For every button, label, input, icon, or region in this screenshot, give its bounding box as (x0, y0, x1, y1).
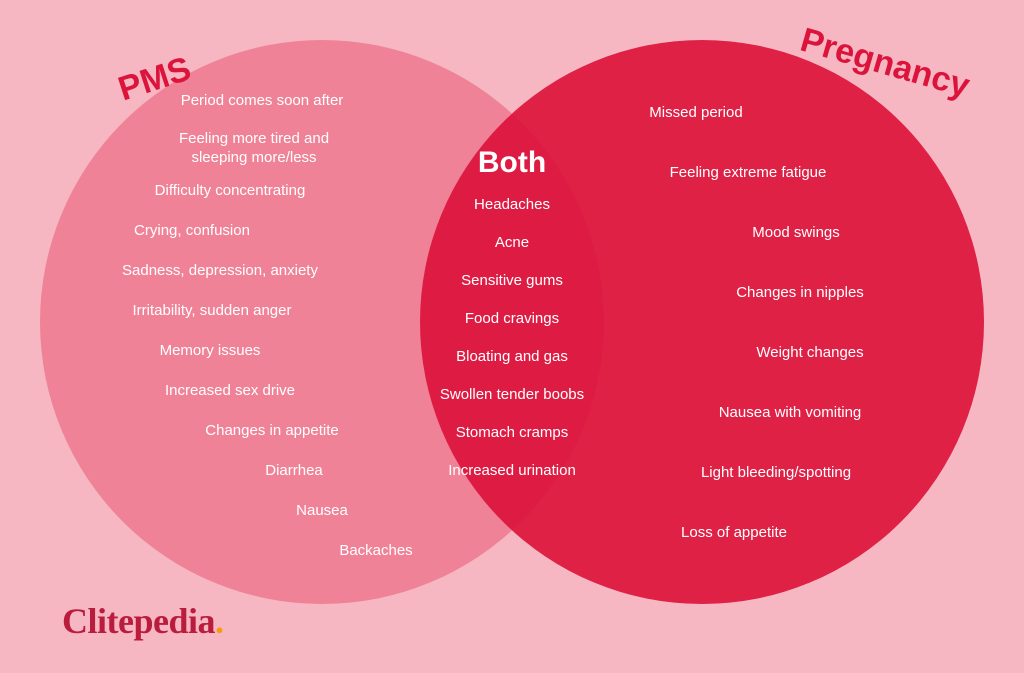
venn-left-item: Irritability, sudden anger (133, 302, 292, 321)
venn-right-item: Light bleeding/spotting (701, 464, 851, 483)
venn-center-item: Swollen tender boobs (440, 386, 584, 405)
venn-center-item: Food cravings (465, 310, 559, 329)
brand-logo: Clitepedia. (62, 600, 224, 642)
brand-logo-text: Clitepedia (62, 601, 215, 641)
venn-center-item: Acne (495, 234, 529, 253)
brand-logo-dot: . (215, 601, 224, 641)
venn-diagram-stage: PMS Pregnancy Both Period comes soon aft… (0, 0, 1024, 673)
venn-left-item: Sadness, depression, anxiety (122, 262, 318, 281)
venn-right-item: Mood swings (752, 224, 840, 243)
venn-left-item: Memory issues (160, 342, 261, 361)
venn-right-item: Loss of appetite (681, 524, 787, 543)
venn-left-item: Increased sex drive (165, 382, 295, 401)
venn-right-item: Weight changes (756, 344, 863, 363)
venn-left-item: Difficulty concentrating (155, 182, 306, 201)
venn-left-item: Period comes soon after (181, 92, 344, 111)
venn-center-item: Increased urination (448, 462, 576, 481)
venn-center-item: Stomach cramps (456, 424, 569, 443)
venn-right-item: Changes in nipples (736, 284, 864, 303)
venn-left-item: Diarrhea (265, 462, 323, 481)
venn-left-item: Nausea (296, 502, 348, 521)
venn-right-item: Nausea with vomiting (719, 404, 862, 423)
venn-center-item: Bloating and gas (456, 348, 568, 367)
venn-right-item: Missed period (649, 104, 742, 123)
venn-left-item: Feeling more tired andsleeping more/less (179, 130, 329, 168)
venn-left-item: Crying, confusion (134, 222, 250, 241)
venn-left-item: Changes in appetite (205, 422, 338, 441)
venn-center-item: Headaches (474, 196, 550, 215)
venn-title-center: Both (478, 146, 546, 180)
venn-right-item: Feeling extreme fatigue (670, 164, 827, 183)
venn-left-item: Backaches (339, 542, 412, 561)
venn-center-item: Sensitive gums (461, 272, 563, 291)
